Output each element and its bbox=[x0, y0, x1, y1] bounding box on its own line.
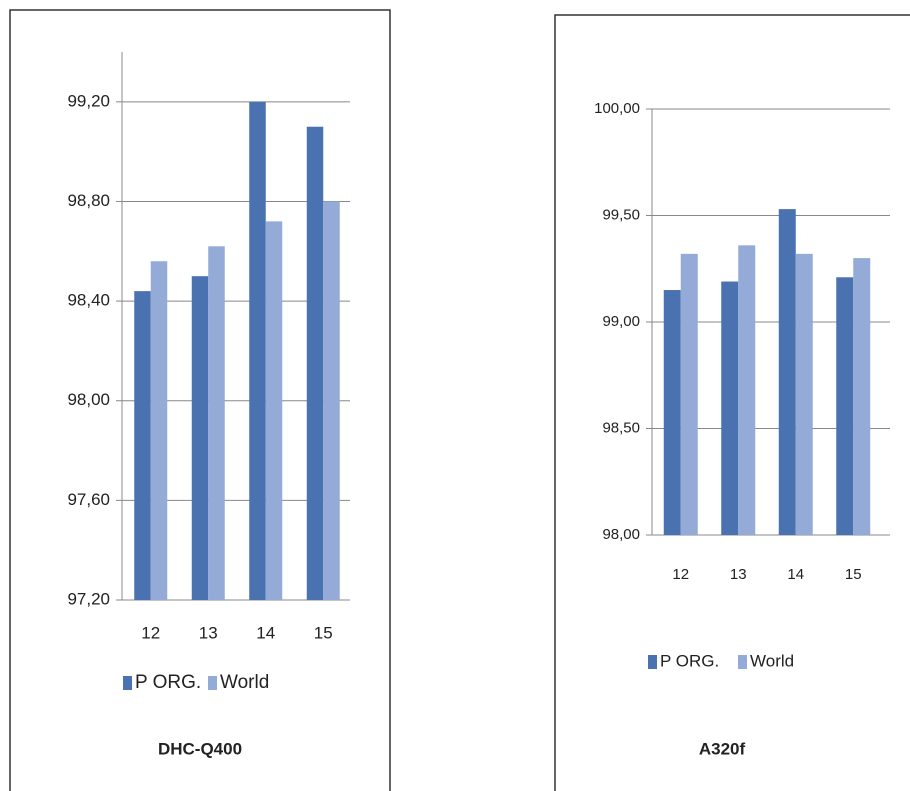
x-tick-label: 13 bbox=[199, 623, 218, 642]
y-tick-label: 99,00 bbox=[602, 313, 640, 330]
y-tick-label: 99,20 bbox=[67, 91, 110, 110]
x-tick-label: 13 bbox=[730, 566, 747, 583]
bar bbox=[836, 277, 854, 535]
legend-label: World bbox=[750, 651, 794, 670]
legend-swatch bbox=[123, 676, 132, 690]
legend-swatch bbox=[738, 655, 747, 669]
x-tick-label: 12 bbox=[672, 566, 689, 583]
x-tick-label: 15 bbox=[314, 623, 333, 642]
y-tick-label: 100,00 bbox=[594, 100, 640, 117]
x-tick-label: 12 bbox=[141, 623, 160, 642]
panel-frame bbox=[554, 14, 910, 791]
chart-title: DHC-Q400 bbox=[158, 739, 242, 758]
y-tick-label: 97,20 bbox=[67, 589, 110, 608]
bar bbox=[134, 291, 151, 600]
bar bbox=[680, 253, 698, 535]
bar bbox=[853, 258, 871, 535]
bar bbox=[306, 126, 324, 601]
legend-label: P ORG. bbox=[660, 651, 719, 670]
bar bbox=[208, 246, 225, 601]
legend-swatch bbox=[648, 655, 657, 669]
bar bbox=[323, 201, 340, 601]
x-tick-label: 15 bbox=[845, 566, 862, 583]
bar bbox=[249, 101, 266, 601]
y-tick-label: 98,50 bbox=[602, 419, 640, 436]
bar bbox=[738, 245, 756, 535]
legend-label: P ORG. bbox=[135, 672, 201, 693]
y-tick-label: 98,00 bbox=[602, 526, 640, 543]
y-tick-label: 98,80 bbox=[67, 191, 110, 210]
legend-label: World bbox=[220, 672, 269, 693]
bar bbox=[721, 281, 739, 535]
x-tick-label: 14 bbox=[256, 623, 275, 642]
y-tick-label: 98,00 bbox=[67, 390, 110, 409]
panel-frame bbox=[9, 9, 391, 791]
chart-title: A320f bbox=[699, 739, 746, 758]
y-tick-label: 99,50 bbox=[602, 206, 640, 223]
x-tick-label: 14 bbox=[787, 566, 804, 583]
y-tick-label: 98,40 bbox=[67, 291, 110, 310]
y-tick-label: 97,60 bbox=[67, 490, 110, 509]
bar bbox=[265, 221, 283, 600]
bar bbox=[191, 276, 209, 600]
bar bbox=[778, 209, 796, 536]
bar bbox=[795, 253, 813, 535]
bar bbox=[663, 290, 681, 535]
legend-swatch bbox=[208, 676, 217, 690]
bar bbox=[150, 261, 168, 600]
